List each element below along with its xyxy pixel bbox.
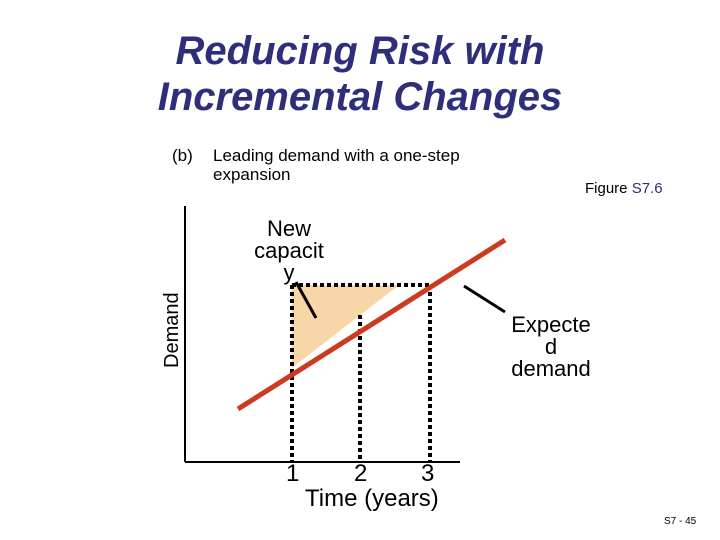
slide-title-line-2: Incremental Changes [157,75,563,119]
new-capacity-label: New capacit y [244,218,334,284]
subtitle-line-2: expansion [213,165,291,184]
new-capacity-label-line-1: New [266,216,311,241]
excess-capacity-area [292,285,399,368]
x-tick-3: 3 [421,460,435,487]
expected-demand-label: Expecte d demand [496,314,606,380]
x-tick-2: 2 [354,460,368,487]
figure-reference: Figure S7.6 [585,180,663,197]
expected-demand-label-line-2: d [544,334,558,359]
x-axis-label: Time (years) [305,485,439,512]
new-capacity-label-line-2: capacit [254,238,324,263]
expected-demand-pointer [463,284,506,314]
expected-demand-line [236,237,507,412]
new-capacity-label-line-3: y [283,260,295,285]
slide-number: S7 - 45 [664,516,697,527]
new-capacity-pointer [294,281,318,319]
subtitle-line-1: Leading demand with a one-step [213,146,460,165]
x-tick-1: 1 [286,460,300,487]
slide-title: Reducing Risk with Incremental Changes [0,28,720,120]
expected-demand-label-line-3: demand [511,356,591,381]
subtitle-tag: (b) [172,146,193,165]
figure-reference-number: S7.6 [631,180,663,197]
figure-reference-prefix: Figure [585,180,632,197]
expected-demand-label-line-1: Expecte [511,312,591,337]
y-axis-label: Demand [161,292,183,368]
slide-title-line-1: Reducing Risk with [175,29,545,73]
